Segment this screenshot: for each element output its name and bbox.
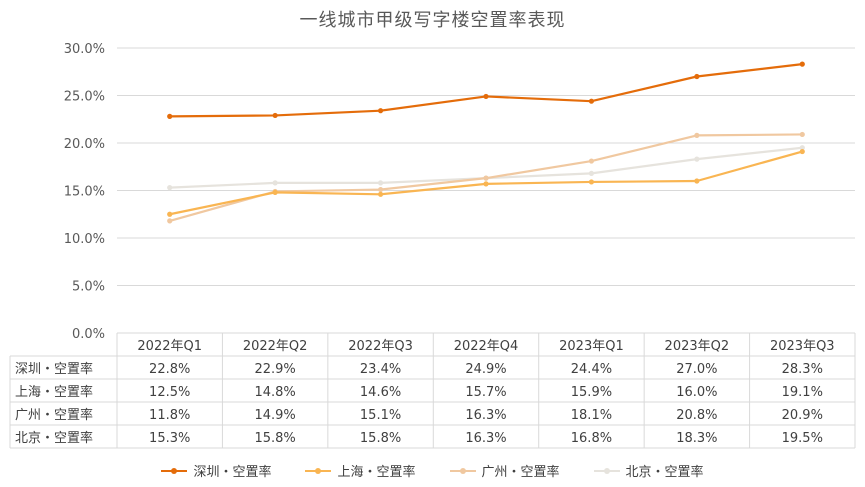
table-cell: 15.8% xyxy=(360,431,401,446)
table-cell: 16.0% xyxy=(676,385,717,400)
table-cell: 24.9% xyxy=(465,362,506,377)
y-tick-label: 15.0% xyxy=(64,185,105,200)
legend-swatch xyxy=(593,467,620,474)
table-cell: 23.4% xyxy=(360,362,401,377)
y-tick-label: 5.0% xyxy=(72,280,105,295)
legend-item: 深圳・空置率 xyxy=(161,461,271,480)
category-label: 2022年Q2 xyxy=(243,339,308,354)
table-cell: 16.8% xyxy=(571,431,612,446)
category-label: 2022年Q3 xyxy=(348,339,413,354)
table-cell: 12.5% xyxy=(149,385,190,400)
data-point xyxy=(694,178,700,184)
series-lines xyxy=(167,61,805,224)
category-label: 2022年Q4 xyxy=(454,339,519,354)
data-point xyxy=(588,158,595,164)
table-cell: 18.3% xyxy=(676,431,717,446)
table-cell: 15.7% xyxy=(465,385,506,400)
table-cell: 19.1% xyxy=(782,385,823,400)
category-label: 2023年Q3 xyxy=(770,339,835,354)
y-tick-label: 20.0% xyxy=(64,137,105,152)
y-axis-ticks: 30.0% 25.0% 20.0% 15.0% 10.0% 5.0% 0.0% xyxy=(64,42,105,342)
legend-item: 广州・空置率 xyxy=(449,461,560,480)
data-point xyxy=(272,189,278,195)
table-cell: 16.3% xyxy=(465,408,506,423)
data-point xyxy=(167,113,173,119)
category-label: 2023年Q2 xyxy=(665,339,730,354)
data-point xyxy=(272,180,278,186)
table-cell: 15.1% xyxy=(360,408,401,423)
legend-swatch xyxy=(305,467,332,474)
data-point xyxy=(167,211,173,217)
table-row-label: 广州・空置率 xyxy=(15,407,93,423)
legend: 深圳・空置率 上海・空置率 广州・空置率 北京・空置率 xyxy=(0,461,865,480)
data-point xyxy=(483,181,489,187)
legend-item: 北京・空置率 xyxy=(593,461,704,480)
data-point xyxy=(483,93,489,100)
y-tick-label: 25.0% xyxy=(64,90,105,105)
gridlines xyxy=(117,47,855,334)
y-tick-label: 10.0% xyxy=(64,232,105,247)
legend-label: 北京・空置率 xyxy=(625,465,704,480)
data-point xyxy=(483,175,489,181)
legend-swatch xyxy=(449,467,476,474)
table-row-label: 北京・空置率 xyxy=(15,430,93,446)
data-table: 2022年Q1 2022年Q2 2022年Q3 2022年Q4 2023年Q1 2023年… xyxy=(9,333,856,449)
data-point xyxy=(167,185,173,191)
data-point xyxy=(272,112,278,119)
table-cell: 15.8% xyxy=(254,431,295,446)
category-label: 2022年Q1 xyxy=(137,339,202,354)
table-row-label: 上海・空置率 xyxy=(15,384,93,400)
table-cell: 20.9% xyxy=(782,408,823,423)
legend-item: 上海・空置率 xyxy=(305,461,416,480)
data-point xyxy=(799,61,805,67)
table-cell: 15.3% xyxy=(149,431,190,446)
data-point xyxy=(377,191,384,197)
table-cell: 15.9% xyxy=(571,385,612,400)
table-cell: 14.8% xyxy=(254,385,295,400)
series-line xyxy=(169,63,803,118)
data-point xyxy=(377,180,384,186)
y-tick-label: 0.0% xyxy=(72,327,105,342)
legend-label: 深圳・空置率 xyxy=(193,465,272,480)
table-cell: 14.9% xyxy=(254,408,295,423)
table-cell: 22.8% xyxy=(149,362,190,377)
data-point xyxy=(694,73,700,80)
table-cell: 20.8% xyxy=(676,408,717,423)
category-label: 2023年Q1 xyxy=(559,339,624,354)
chart-title: 一线城市甲级写字楼空置率表现 xyxy=(299,10,566,31)
data-point xyxy=(377,108,384,114)
legend-swatch xyxy=(161,467,188,474)
table-cell: 19.5% xyxy=(782,431,823,446)
data-point xyxy=(377,186,384,193)
table-cell: 22.9% xyxy=(254,362,295,377)
data-point xyxy=(694,132,700,138)
data-point xyxy=(694,156,700,162)
data-point xyxy=(799,131,805,138)
data-point xyxy=(588,170,595,176)
table-cell: 27.0% xyxy=(676,362,717,377)
table-cell: 14.6% xyxy=(360,385,401,400)
table-cell: 11.8% xyxy=(149,408,190,423)
y-tick-label: 30.0% xyxy=(64,42,105,57)
table-row-label: 深圳・空置率 xyxy=(15,361,93,377)
table-cell: 18.1% xyxy=(571,408,612,423)
data-point xyxy=(167,218,173,224)
data-point xyxy=(799,145,805,151)
table-cell: 24.4% xyxy=(571,362,612,377)
data-point xyxy=(588,98,595,104)
legend-label: 上海・空置率 xyxy=(337,465,416,480)
data-point xyxy=(799,148,805,155)
data-point xyxy=(588,179,595,185)
legend-label: 广州・空置率 xyxy=(481,465,560,480)
table-cell: 28.3% xyxy=(782,362,823,377)
table-cell: 16.3% xyxy=(465,431,506,446)
